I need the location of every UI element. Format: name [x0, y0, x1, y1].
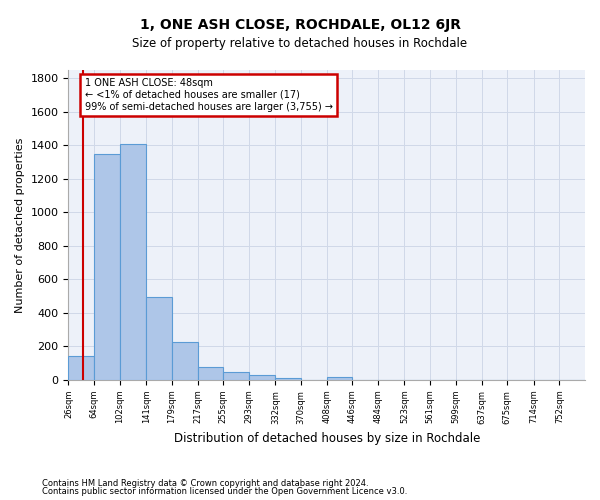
Y-axis label: Number of detached properties: Number of detached properties	[15, 138, 25, 312]
Bar	[197, 368, 223, 380]
Bar	[223, 372, 249, 380]
Text: Contains HM Land Registry data © Crown copyright and database right 2024.: Contains HM Land Registry data © Crown c…	[42, 478, 368, 488]
Text: Size of property relative to detached houses in Rochdale: Size of property relative to detached ho…	[133, 38, 467, 51]
Bar	[327, 376, 352, 380]
Bar	[275, 378, 301, 380]
Bar	[249, 376, 275, 380]
Text: 1, ONE ASH CLOSE, ROCHDALE, OL12 6JR: 1, ONE ASH CLOSE, ROCHDALE, OL12 6JR	[139, 18, 461, 32]
Bar	[94, 154, 120, 380]
Text: Contains public sector information licensed under the Open Government Licence v3: Contains public sector information licen…	[42, 487, 407, 496]
Bar	[68, 356, 94, 380]
Bar	[146, 297, 172, 380]
Bar	[172, 342, 197, 380]
Bar	[120, 144, 146, 380]
Text: 1 ONE ASH CLOSE: 48sqm
← <1% of detached houses are smaller (17)
99% of semi-det: 1 ONE ASH CLOSE: 48sqm ← <1% of detached…	[85, 78, 332, 112]
X-axis label: Distribution of detached houses by size in Rochdale: Distribution of detached houses by size …	[173, 432, 480, 445]
